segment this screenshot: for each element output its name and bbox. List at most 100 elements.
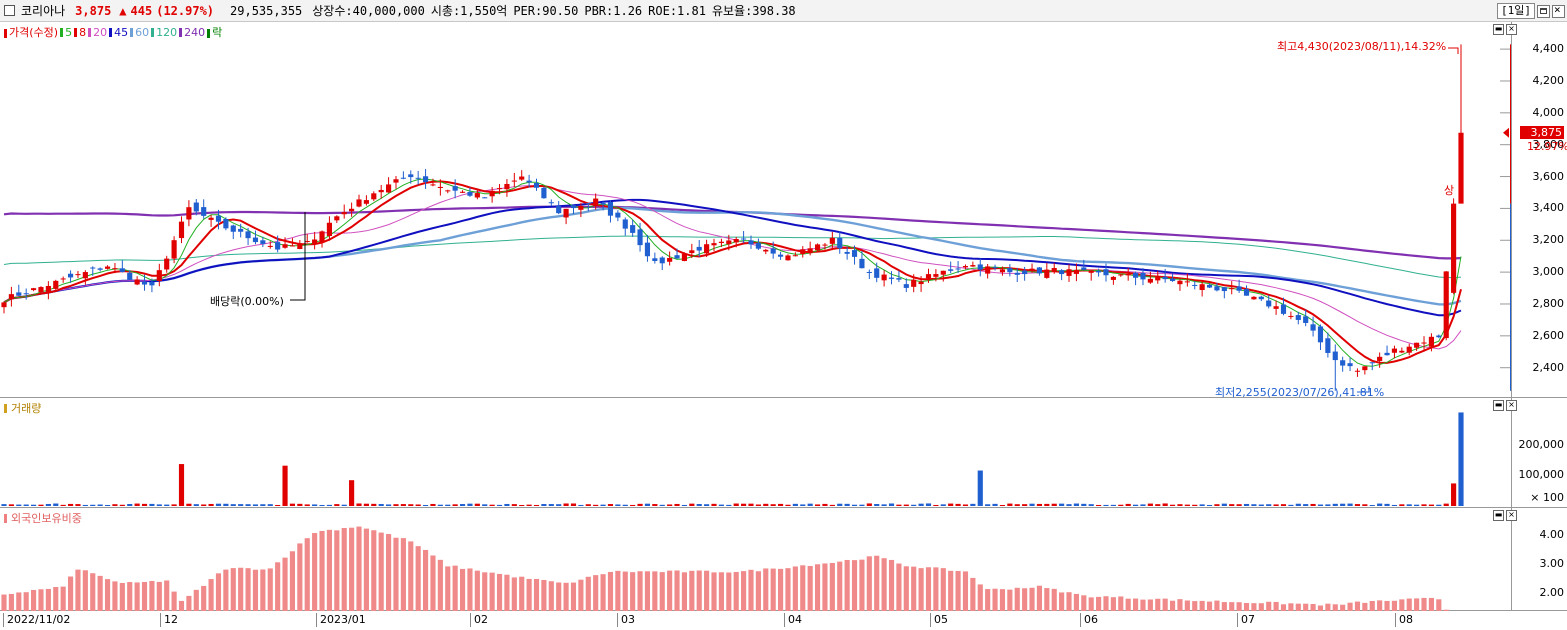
price-y-axis[interactable]: 2,400 2,600 2,800 3,000 3,200 3,400 3,600 3,800… (1511, 22, 1567, 397)
foreign-ratio-bar (437, 559, 443, 611)
foreign-ratio-bar (67, 576, 74, 611)
candle-body (282, 244, 288, 248)
candle-body (371, 193, 377, 200)
legend-rak[interactable]: 락 (207, 24, 222, 40)
panel-minimize-icon[interactable]: ▬ (1493, 510, 1504, 521)
market-cap: 시총:1,550억 (430, 4, 508, 18)
retention-ratio: 유보율:398.38 (711, 4, 796, 18)
volume-bar (482, 504, 488, 506)
volume-legend[interactable]: 거래량 (4, 400, 41, 416)
foreign-ratio-bar (600, 574, 606, 611)
date-x-axis[interactable]: 2022/11/02 12 2023/01 02 03 04 05 06 07 … (0, 611, 1567, 630)
volume-bar (1133, 504, 1139, 506)
legend-ma8[interactable]: 8 (74, 26, 86, 39)
foreign-ratio-bar (186, 595, 192, 611)
foreign-ratio-bar (1362, 602, 1368, 611)
volume-y-axis[interactable]: 200,000 100,000 × 100 (1511, 398, 1567, 507)
legend-ma45[interactable]: 45 (109, 26, 128, 39)
foreign-ratio-bar (408, 541, 414, 611)
foreign-ratio-bar (1192, 601, 1198, 611)
candle-body (511, 180, 517, 182)
candle-body (53, 280, 59, 289)
candle-body (1251, 296, 1257, 300)
candle-body (1243, 289, 1250, 296)
foreign-ratio-bar (563, 582, 569, 611)
select-checkbox[interactable] (4, 5, 15, 16)
candle-body (252, 237, 259, 243)
volume-bar (371, 503, 377, 506)
volume-bar (1399, 504, 1405, 506)
foreign-ratio-bar (1118, 596, 1124, 611)
range-bar-up (1510, 44, 1511, 204)
candle-body (97, 268, 103, 270)
foreign-y-axis[interactable]: 4.00 3.00 2.00 (1511, 508, 1567, 610)
foreign-ratio-bar (201, 585, 207, 611)
volume-bar (918, 503, 924, 506)
volume-bar (1266, 504, 1272, 506)
panel-minimize-icon[interactable]: ▬ (1493, 24, 1504, 35)
volume-bar (1221, 503, 1227, 506)
volume-bar (962, 504, 969, 506)
candle-body (238, 228, 244, 232)
foreign-ratio-bar (726, 572, 732, 611)
foreign-ratio-bar (755, 571, 761, 611)
legend-ma20[interactable]: 20 (88, 26, 107, 39)
candle-body (1229, 288, 1235, 290)
foreign-ratio-plot[interactable] (0, 508, 1511, 611)
panel-close-icon[interactable]: × (1506, 24, 1517, 35)
volume-panel[interactable]: 거래량 ▬ × 200,000 100,000 × 100 (0, 398, 1567, 508)
foreign-ratio-bar (289, 551, 296, 611)
volume-bar (911, 504, 917, 506)
volume-bar (1428, 504, 1434, 506)
close-icon[interactable] (1552, 3, 1565, 18)
legend-price[interactable]: 가격(수정) (4, 24, 58, 40)
candle-body (104, 266, 111, 269)
stock-name[interactable]: 코리아나 (21, 4, 66, 18)
foreign-ratio-bar (134, 582, 140, 611)
foreign-ratio-bar (8, 593, 14, 611)
candle-body (1044, 269, 1050, 278)
foreign-ratio-bar (178, 600, 185, 611)
volume-bar (319, 504, 325, 506)
foreign-ratio-bar (1428, 597, 1434, 611)
volume-bar (437, 504, 443, 506)
volume-bar (1103, 504, 1109, 506)
volume-plot[interactable] (0, 398, 1511, 508)
foreign-ownership-panel[interactable]: 외국인보유비중 ▬ × 4.00 3.00 2.00 (0, 508, 1567, 611)
foreign-ratio-bar (371, 530, 377, 611)
volume-bar (1443, 503, 1449, 506)
legend-ma60[interactable]: 60 (130, 26, 149, 39)
foreign-ratio-bar (275, 562, 281, 611)
candle-body (1236, 286, 1242, 291)
legend-ma5[interactable]: 5 (60, 26, 72, 39)
foreign-ratio-bar (1007, 589, 1013, 611)
legend-ma120[interactable]: 120 (151, 26, 177, 39)
foreign-legend[interactable]: 외국인보유비중 (4, 510, 82, 526)
foreign-ratio-bar (659, 572, 665, 611)
foreign-ratio-bar (948, 570, 954, 611)
legend-ma240[interactable]: 240 (179, 26, 205, 39)
volume-bar (733, 503, 739, 506)
foreign-ratio-bar (770, 568, 776, 611)
volume-bar (970, 503, 976, 506)
foreign-ratio-bar (1103, 596, 1109, 611)
panel-close-icon[interactable]: × (1506, 510, 1517, 521)
foreign-panel-buttons: ▬ × (1493, 510, 1517, 521)
volume-bar (533, 504, 540, 506)
maximize-icon[interactable] (1537, 4, 1550, 18)
volume-tick: 200,000 (1518, 438, 1565, 451)
volume-bar (1081, 503, 1087, 506)
price-chart-panel[interactable]: 가격(수정) 5 8 20 45 60 120 240 락 ▬ × 2,400 2… (0, 22, 1567, 399)
period-selector[interactable]: [1일] (1497, 3, 1535, 19)
candle-body (215, 215, 222, 222)
volume-bar (178, 464, 185, 506)
foreign-ratio-bar (533, 578, 540, 611)
foreign-ratio-bar (859, 559, 865, 611)
foreign-ratio-bar (445, 566, 451, 611)
price-plot[interactable] (0, 22, 1511, 398)
candle-body (1206, 284, 1213, 288)
volume-bar (400, 504, 406, 506)
volume-bar (459, 504, 466, 506)
panel-close-icon[interactable]: × (1506, 400, 1517, 411)
panel-minimize-icon[interactable]: ▬ (1493, 400, 1504, 411)
